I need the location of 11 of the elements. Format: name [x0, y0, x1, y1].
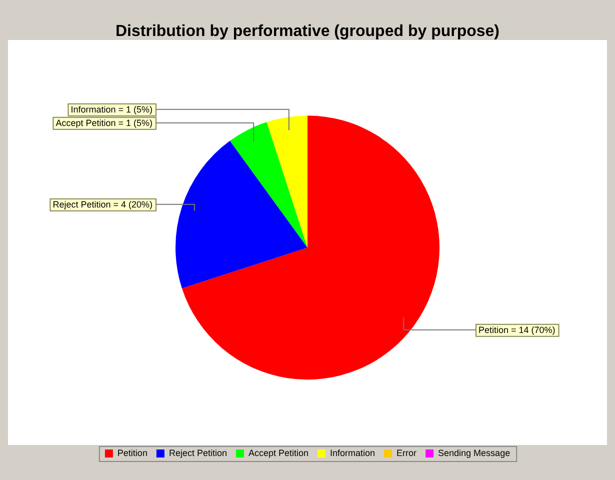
- legend-label: Error: [396, 448, 417, 458]
- legend-label: Information: [330, 448, 376, 458]
- data-label: Petition = 14 (70%): [478, 324, 556, 335]
- data-label: Accept Petition = 1 (5%): [56, 118, 153, 128]
- legend-label: Reject Petition: [168, 448, 227, 458]
- legend-label: Accept Petition: [248, 448, 309, 458]
- chart-title: Distribution by performative (grouped by purpose): [115, 23, 500, 40]
- data-label: Information = 1 (5%): [70, 104, 153, 114]
- legend-label: Petition: [117, 448, 148, 458]
- legend-label: Sending Message: [438, 448, 510, 458]
- data-label: Reject Petition = 4 (20%): [52, 199, 153, 210]
